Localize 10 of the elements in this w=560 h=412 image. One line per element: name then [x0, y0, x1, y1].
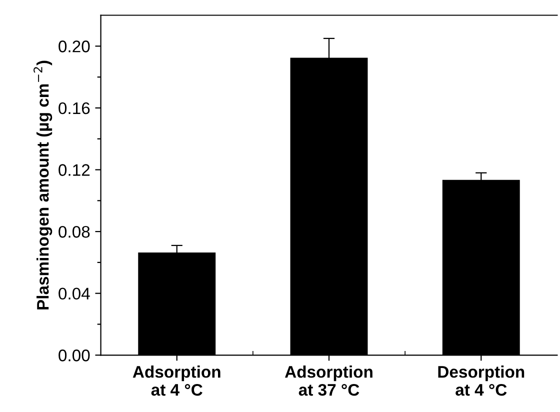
- x-tick-label: Desorption at 4 °C: [438, 366, 524, 396]
- y-axis-title: Plasminogen amount (µg cm$^{−2}$): [34, 60, 52, 310]
- x-tick-label: Adsorption at 4 °C: [132, 366, 220, 396]
- y-tick-label: 0.20: [58, 40, 90, 52]
- x-tick-label: Adsorption at 37 °C: [284, 366, 372, 396]
- y-tick-label: 0.08: [58, 226, 90, 238]
- y-tick-label: 0.00: [58, 350, 90, 362]
- y-tick-label: 0.04: [58, 288, 90, 300]
- y-tick-label: 0.12: [58, 164, 90, 176]
- y-tick-label: 0.16: [58, 102, 90, 114]
